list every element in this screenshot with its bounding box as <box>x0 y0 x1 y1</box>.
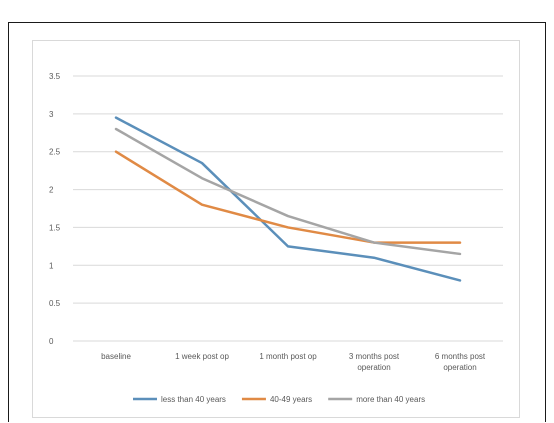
x-tick-label: 1 month post op <box>259 352 317 361</box>
line-chart: 0 0.5 1 1.5 2 2.5 3 3.5 baseline 1 week post op 1 … <box>49 72 503 404</box>
x-tick-label: 3 months post <box>349 352 400 361</box>
x-tick-label: 6 months post <box>435 352 486 361</box>
y-tick-label: 1 <box>49 261 54 270</box>
legend-label: 40-49 years <box>270 395 312 404</box>
legend-label: less than 40 years <box>161 395 226 404</box>
y-tick-label: 2.5 <box>49 148 61 157</box>
y-tick-label: 3 <box>49 110 54 119</box>
figure-frame <box>8 22 546 422</box>
y-tick-label: 2 <box>49 186 54 195</box>
y-tick-label: 0 <box>49 337 54 346</box>
x-tick-label: baseline <box>101 352 131 361</box>
x-tick-label: operation <box>357 363 390 372</box>
x-tick-label: operation <box>443 363 476 372</box>
series-line <box>114 150 462 244</box>
y-tick-label: 1.5 <box>49 223 61 232</box>
series-line <box>114 127 462 256</box>
chart-area: 0 0.5 1 1.5 2 2.5 3 3.5 baseline 1 week post op 1 … <box>32 40 520 418</box>
y-tick-label: 0.5 <box>49 299 61 308</box>
x-tick-label: 1 week post op <box>175 352 229 361</box>
series-line <box>114 116 462 282</box>
legend-label: more than 40 years <box>356 395 425 404</box>
y-tick-label: 3.5 <box>49 72 61 81</box>
